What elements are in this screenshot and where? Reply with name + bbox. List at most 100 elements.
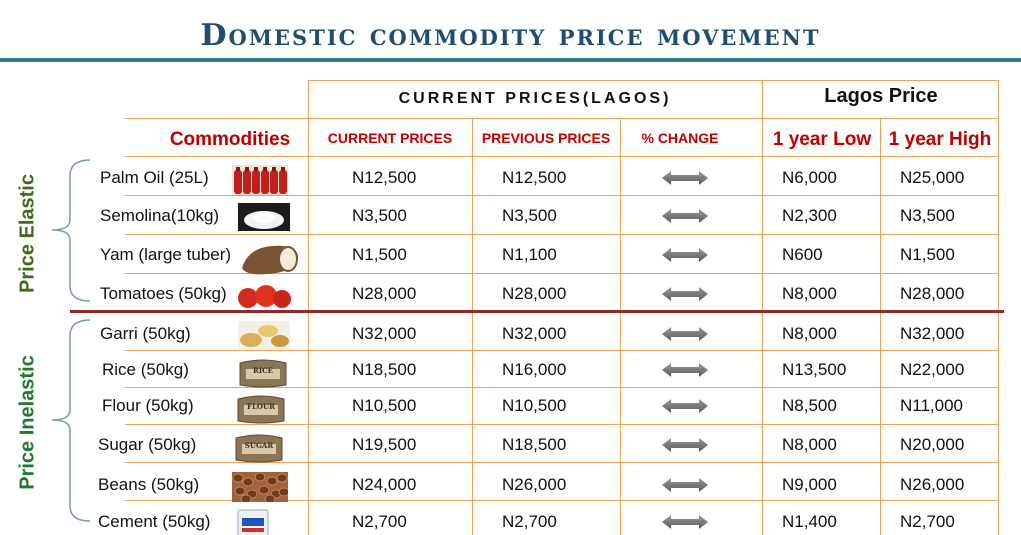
one-year-high: N26,000 (900, 475, 965, 494)
current-prices-group-header: CURRENT PRICES(LAGOS) (398, 90, 672, 107)
elastic-brace (51, 159, 91, 302)
current-price: N19,500 (352, 435, 417, 454)
grid-line (998, 80, 999, 535)
commodity-name: Rice (50kg) (102, 360, 189, 379)
grid-line (125, 273, 998, 274)
one-year-high: N28,000 (900, 284, 965, 303)
no-change-arrow-icon (662, 478, 708, 492)
one-year-low: N6,000 (782, 168, 837, 187)
commodity-name: Yam (large tuber) (100, 245, 232, 264)
flour-bag-icon: FLOUR (234, 393, 286, 424)
current-price: N3,500 (352, 206, 407, 225)
table-row: Rice (50kg) RICE N18,500 N16,000 N13,500 N22,… (0, 350, 1021, 390)
one-year-low: N600 (782, 245, 823, 264)
grid-line (125, 462, 998, 463)
table-row: Sugar (50kg) SUGAR N19,500 N18,500 N8,000 N20… (0, 425, 1021, 465)
previous-price: N16,000 (502, 360, 567, 379)
current-price: N12,500 (352, 168, 417, 187)
table-row: Palm Oil (25L) N12,500 N12,500 N6,000 N25,00… (0, 158, 1021, 198)
one-year-low: N9,000 (782, 475, 837, 494)
grid-line (125, 424, 998, 425)
one-year-high: N11,000 (900, 396, 964, 415)
tomato-icon (236, 281, 291, 309)
no-change-arrow-icon (662, 209, 708, 223)
previous-price: N28,000 (502, 284, 567, 303)
one-year-high: N32,000 (900, 324, 965, 343)
grid-line (125, 500, 998, 501)
grid-line (125, 118, 998, 119)
previous-price: N26,000 (502, 475, 567, 494)
grid-line (125, 156, 998, 157)
commodity-name: Semolina(10kg) (100, 206, 220, 225)
previous-price: N32,000 (502, 324, 567, 343)
previous-price: N10,500 (502, 396, 567, 415)
commodity-name: Cement (50kg) (98, 512, 211, 531)
previous-price: N2,700 (502, 512, 557, 531)
beans-icon (232, 472, 290, 504)
one-year-low: N8,000 (782, 435, 837, 454)
no-change-arrow-icon (662, 438, 708, 452)
one-year-high: N1,500 (900, 245, 955, 264)
current-prices-header: CURRENT PRICES (327, 130, 453, 146)
grid-line (620, 118, 621, 535)
palm-oil-icon (232, 165, 288, 195)
one-year-high: N20,000 (900, 435, 965, 454)
grid-line (308, 80, 998, 81)
previous-price: N18,500 (502, 435, 567, 454)
commodity-name: Tomatoes (50kg) (100, 284, 227, 303)
no-change-arrow-icon (662, 248, 708, 262)
one-year-high: N3,500 (900, 206, 955, 225)
grid-line (308, 80, 309, 535)
title-rule (0, 58, 1021, 62)
one-year-low: N8,000 (782, 324, 837, 343)
bag-label: SUGAR (244, 441, 274, 450)
grid-line (125, 234, 998, 235)
one-year-high: N25,000 (900, 168, 965, 187)
current-price: N10,500 (352, 396, 417, 415)
semolina-icon (238, 203, 290, 231)
current-price: N24,000 (352, 475, 417, 494)
one-year-low: N1,400 (782, 512, 837, 531)
commodity-name: Flour (50kg) (102, 396, 194, 415)
yam-icon (238, 242, 298, 275)
one-year-low: N2,300 (782, 206, 837, 225)
no-change-arrow-icon (662, 399, 708, 413)
table-row: Cement (50kg) N2,700 N2,700 N1,400 N2,700 (0, 502, 1021, 535)
commodity-name: Garri (50kg) (100, 324, 191, 343)
one-year-low: N8,000 (782, 284, 837, 303)
grid-line (125, 387, 998, 388)
commodity-name: Sugar (50kg) (98, 435, 197, 454)
table-row: Beans (50kg) N24,000 N26,000 N9,000 N26,000 (0, 465, 1021, 505)
commodity-name: Beans (50kg) (98, 475, 200, 494)
one-year-low-header: 1 year Low (772, 129, 872, 150)
no-change-arrow-icon (662, 287, 708, 301)
one-year-high-header: 1 year High (888, 129, 992, 150)
no-change-arrow-icon (662, 363, 708, 377)
current-price: N1,500 (352, 245, 407, 264)
previous-price: N1,100 (502, 245, 557, 264)
previous-prices-header: PREVIOUS PRICES (481, 130, 611, 146)
page-title: Domestic commodity price movement (200, 18, 821, 53)
grid-line (472, 118, 473, 535)
current-price: N28,000 (352, 284, 417, 303)
one-year-high: N22,000 (900, 360, 965, 379)
rice-bag-icon: RICE (236, 357, 288, 388)
grid-line (762, 80, 763, 535)
one-year-low: N8,500 (782, 396, 837, 415)
commodities-header: Commodities (169, 129, 291, 150)
grid-line (125, 195, 998, 196)
cement-bag-icon (236, 509, 288, 535)
one-year-high: N2,700 (900, 512, 955, 531)
no-change-arrow-icon (662, 171, 708, 185)
inelastic-brace (51, 319, 91, 522)
grid-line (125, 350, 998, 351)
table-row: Semolina(10kg) N3,500 N3,500 N2,300 N3,500 (0, 196, 1021, 236)
bag-label: RICE (253, 366, 273, 375)
table-row: Yam (large tuber) N1,500 N1,100 N600 N1,500 (0, 235, 1021, 275)
no-change-arrow-icon (662, 327, 708, 341)
table-row: Tomatoes (50kg) N28,000 N28,000 N8,000 N28,0… (0, 274, 1021, 314)
lagos-price-group-header: Lagos Price (824, 85, 938, 107)
sugar-bag-icon: SUGAR (232, 432, 284, 463)
commodity-name: Palm Oil (25L) (100, 168, 209, 187)
previous-price: N3,500 (502, 206, 557, 225)
